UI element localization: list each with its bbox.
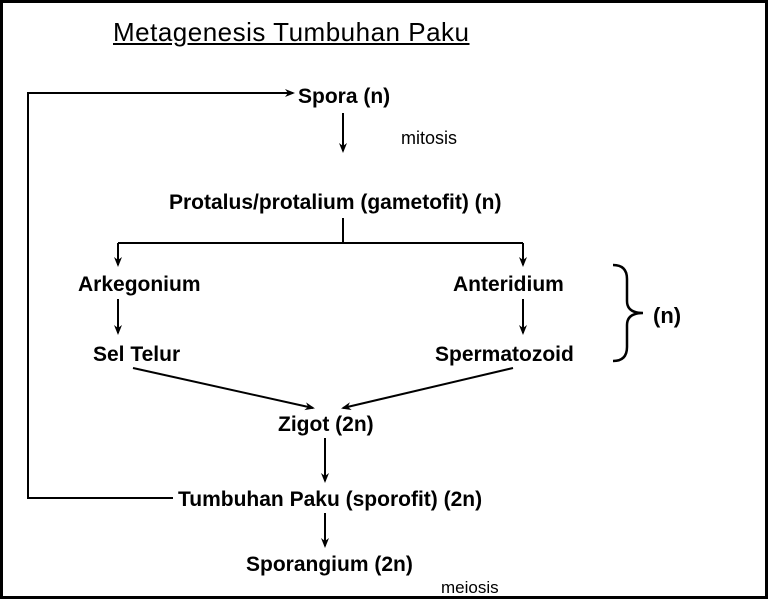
arrow-seltelur-to-zigot	[133, 368, 313, 408]
node-sporangium: Sporangium (2n)	[246, 553, 413, 577]
bracket-n	[613, 265, 643, 361]
arrow-sperm-to-zigot	[343, 368, 513, 408]
node-anteridium: Anteridium	[453, 273, 564, 297]
node-protalus: Protalus/protalium (gametofit) (n)	[169, 191, 502, 215]
label-mitosis: mitosis	[401, 128, 457, 149]
node-arkegonium: Arkegonium	[78, 273, 201, 297]
diagram-title: Metagenesis Tumbuhan Paku	[113, 17, 470, 48]
label-n-right: (n)	[653, 303, 681, 329]
node-tumbuhan: Tumbuhan Paku (sporofit) (2n)	[178, 488, 482, 512]
label-meiosis: meiosis	[441, 578, 499, 598]
node-zigot: Zigot (2n)	[278, 413, 374, 437]
node-spora: Spora (n)	[298, 85, 390, 109]
node-spermatozoid: Spermatozoid	[435, 343, 574, 367]
node-seltelur: Sel Telur	[93, 343, 180, 367]
